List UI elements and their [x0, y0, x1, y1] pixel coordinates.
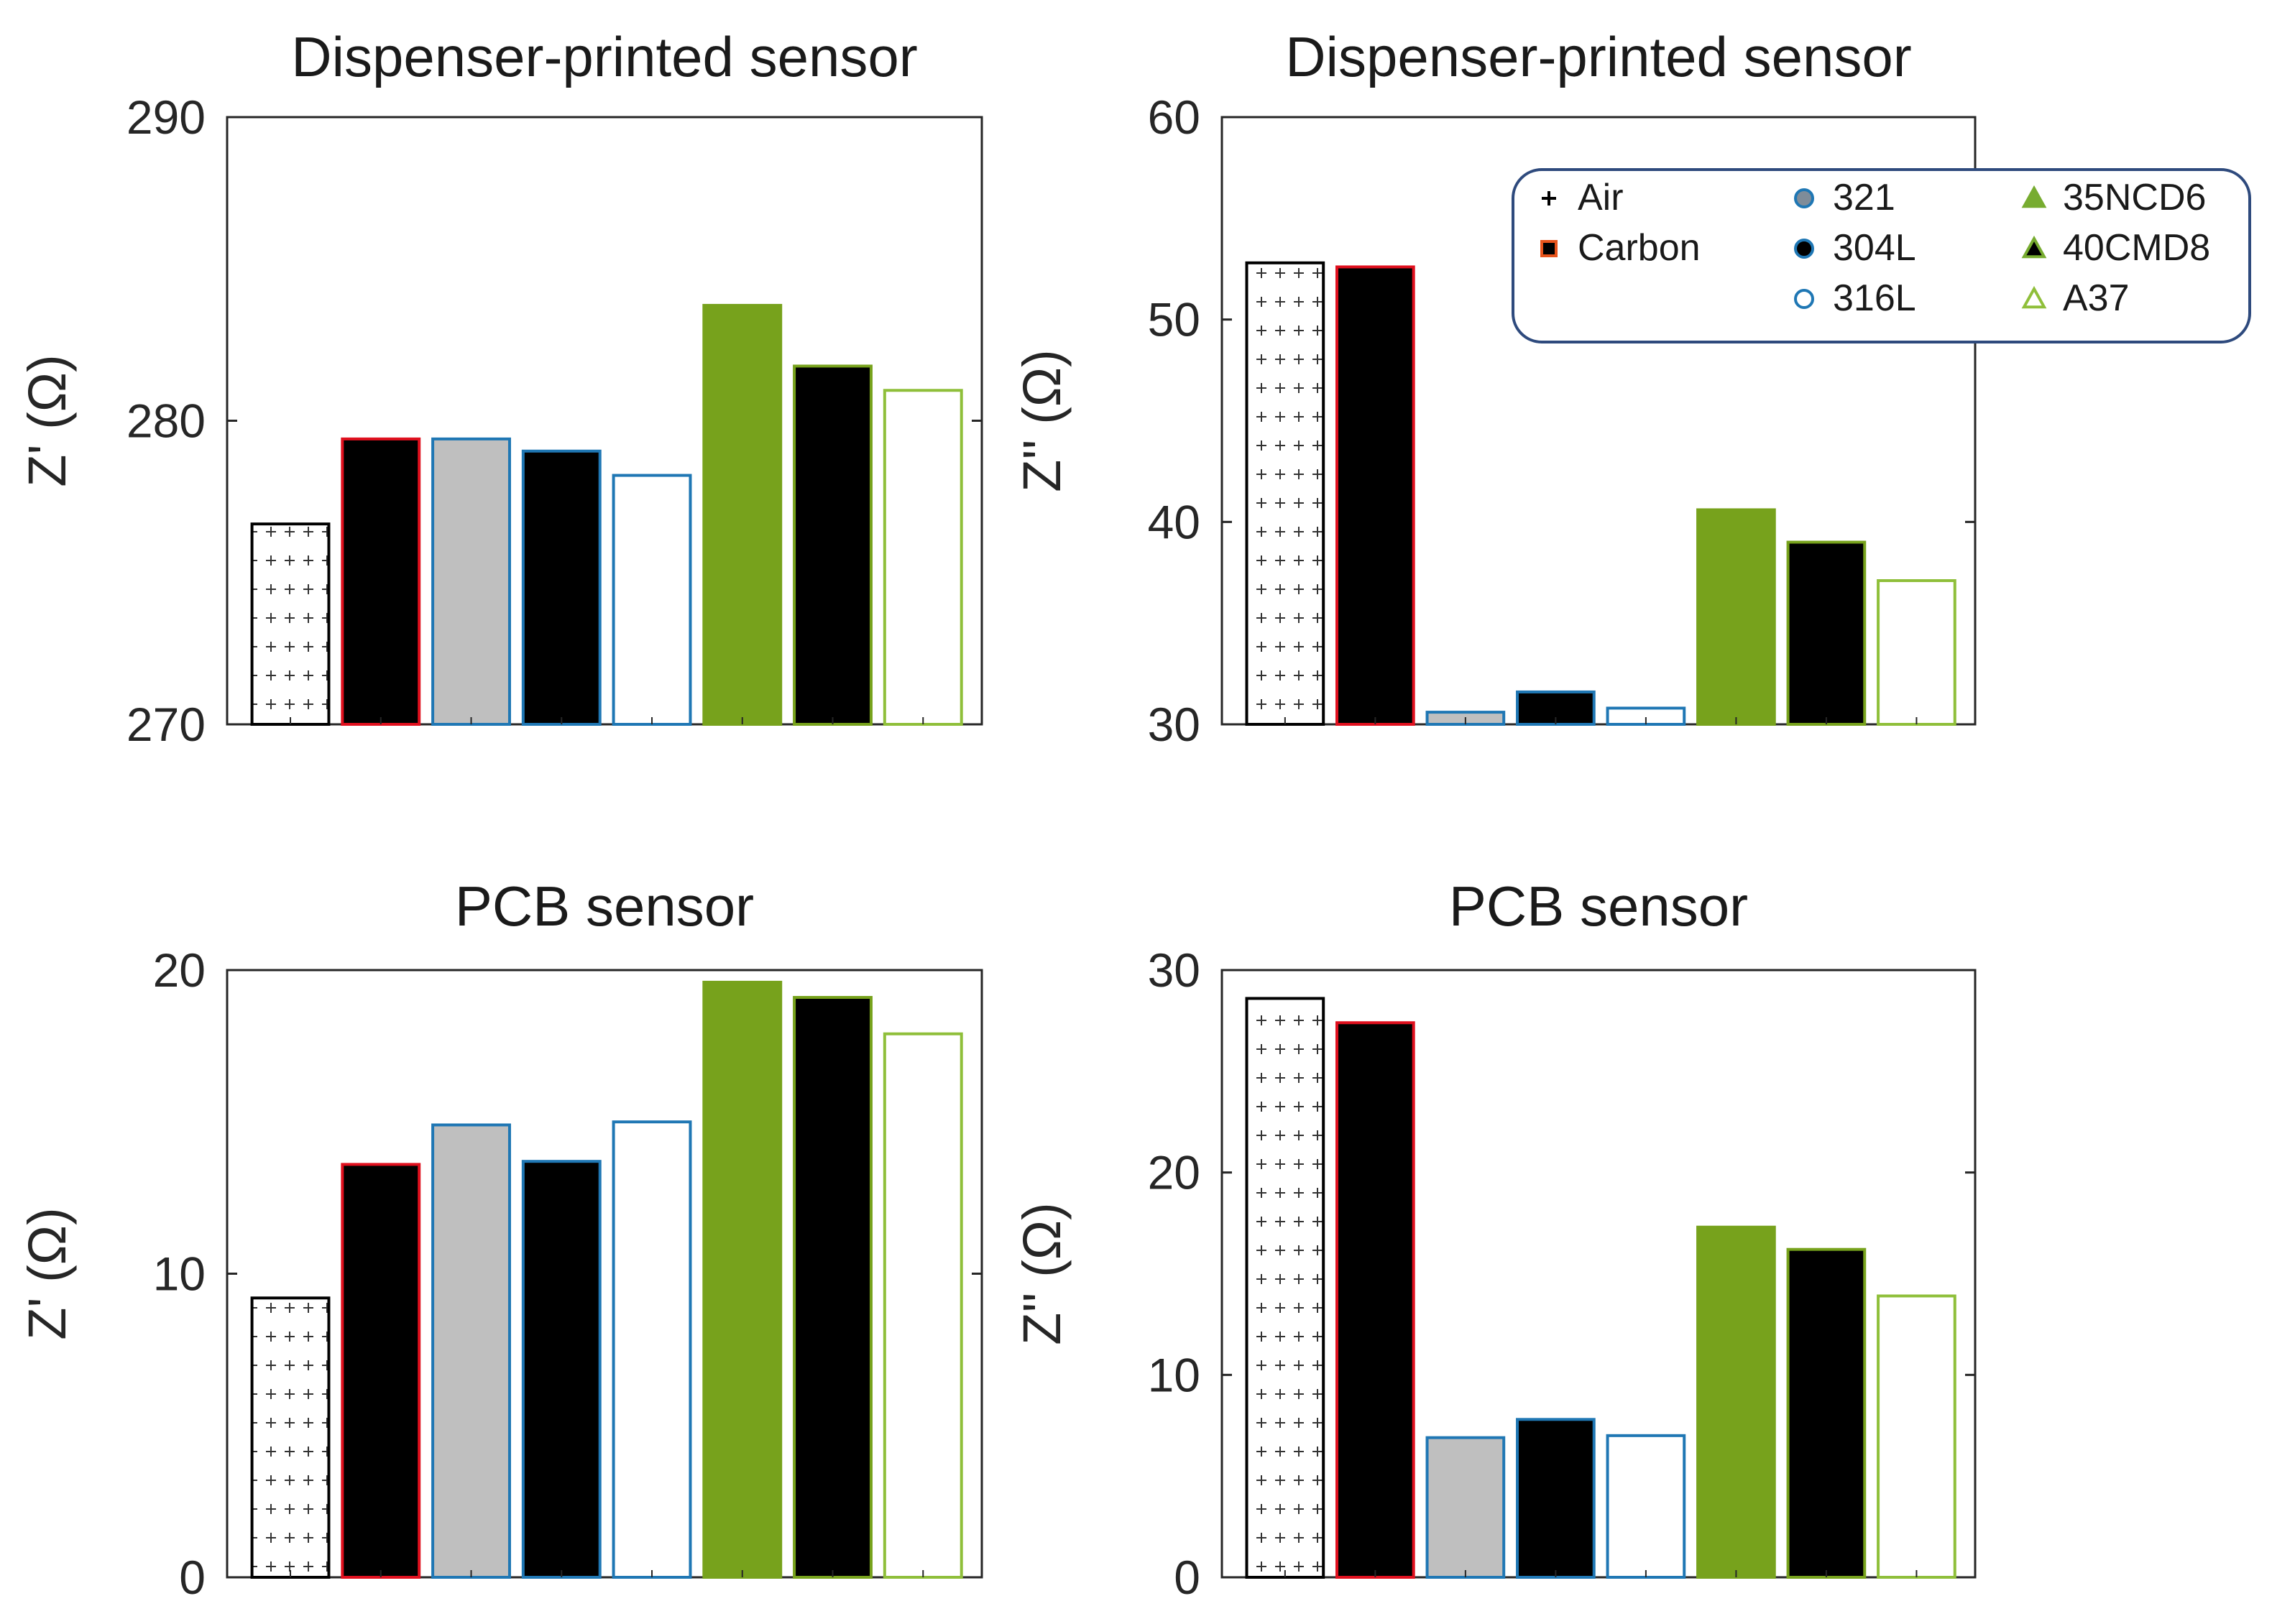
legend-item-a37: A37 [2021, 277, 2130, 319]
panel-2-bar-35ncd6 [1696, 508, 1776, 726]
panel-4-y-axis-label: Z'' (Ω) [1012, 1202, 1072, 1345]
panel-4-bar-35ncd6 [1696, 1225, 1776, 1579]
legend-marker-321 [1794, 188, 1814, 208]
panel-1-ytick-label-0: 270 [127, 698, 206, 751]
panel-3-ytick-label-2: 20 [153, 944, 206, 997]
panel-2-bar-air [1245, 261, 1325, 726]
panel-1-bar-321 [431, 437, 511, 726]
panel-3-bar-40cmd8 [793, 996, 873, 1579]
legend-label-a37: A37 [2063, 277, 2130, 319]
panel-2-ytick-label-0: 30 [1148, 698, 1200, 751]
legend-box [1512, 168, 2251, 343]
legend-label-air: Air [1578, 177, 1624, 218]
legend: Air Carbon 321 304L 316L 35NCD6 40CMD8 A37 [1512, 168, 2251, 343]
panel-4-bar-321 [1425, 1436, 1506, 1579]
panel-2-ytick-label-3: 60 [1148, 91, 1200, 144]
panel-4-bar-40cmd8 [1786, 1247, 1867, 1579]
panel-1-bar-a37 [883, 389, 963, 726]
legend-label-321: 321 [1833, 177, 1895, 218]
panel-1-bar-35ncd6 [702, 303, 783, 726]
panel-4-title: PCB sensor [1449, 875, 1748, 938]
legend-marker-304l [1794, 239, 1814, 259]
panel-4: PCB sensor Z'' (Ω) 0 10 20 30 [1012, 875, 1977, 1604]
panel-2-ytick-label-2: 50 [1148, 293, 1200, 346]
panel-4-ytick-label-2: 20 [1148, 1146, 1200, 1199]
panel-3-ytick-label-1: 10 [153, 1247, 206, 1301]
panel-1-bar-carbon [341, 437, 421, 726]
panel-1-bar-40cmd8 [793, 364, 873, 726]
legend-item-35ncd6: 35NCD6 [2021, 177, 2206, 218]
panel-3-bar-a37 [883, 1032, 963, 1579]
panel-2-bar-a37 [1877, 579, 1956, 726]
legend-item-air: Air [1542, 177, 1624, 218]
legend-marker-carbon [1540, 240, 1558, 257]
panel-1: Dispenser-printed sensor Z' (Ω) 270 280 290 [17, 25, 983, 751]
panel-2-title: Dispenser-printed sensor [1285, 25, 1911, 88]
legend-marker-air [1542, 191, 1556, 206]
panel-4-ytick-label-0: 0 [1174, 1551, 1200, 1604]
panel-1-ytick-label-2: 290 [127, 91, 206, 144]
panel-3-bar-316l [612, 1120, 692, 1579]
panel-1-title: Dispenser-printed sensor [291, 25, 917, 88]
legend-marker-a37 [2021, 285, 2047, 309]
panel-1-bar-air [250, 522, 331, 726]
panel-2-ytick-label-1: 40 [1148, 495, 1200, 548]
panel-4-ytick-label-1: 10 [1148, 1348, 1200, 1401]
legend-marker-316l [1794, 289, 1814, 309]
panel-1-bar-316l [612, 474, 692, 726]
panel-3-bar-air [250, 1296, 331, 1579]
legend-marker-35ncd6 [2021, 185, 2047, 208]
panel-4-bar-carbon [1335, 1021, 1415, 1579]
panel-2-bar-40cmd8 [1786, 540, 1867, 726]
legend-item-carbon: Carbon [1540, 227, 1701, 269]
panel-3-ytick-label-0: 0 [179, 1551, 206, 1604]
panel-2-bar-carbon [1335, 265, 1415, 726]
panel-1-y-axis-label: Z' (Ω) [17, 354, 77, 487]
legend-label-316l: 316L [1833, 277, 1916, 319]
legend-item-321: 321 [1794, 177, 1895, 218]
panel-4-bar-316l [1606, 1434, 1686, 1579]
panel-2: Dispenser-printed sensor Z'' (Ω) 30 40 50 60 [1012, 25, 1977, 751]
panel-4-bar-304l [1516, 1418, 1596, 1579]
legend-item-40cmd8: 40CMD8 [2021, 227, 2210, 269]
legend-marker-40cmd8 [2021, 235, 2047, 259]
panel-4-bar-a37 [1877, 1294, 1956, 1579]
legend-label-40cmd8: 40CMD8 [2063, 227, 2210, 269]
panel-4-ytick-label-3: 30 [1148, 944, 1200, 997]
panel-3-bar-304l [521, 1160, 602, 1579]
panel-2-y-axis-label: Z'' (Ω) [1012, 349, 1072, 492]
legend-label-304l: 304L [1833, 227, 1916, 269]
panel-3-title: PCB sensor [455, 875, 754, 938]
legend-label-carbon: Carbon [1578, 227, 1701, 269]
panel-3: PCB sensor Z' (Ω) 0 10 20 [17, 875, 983, 1604]
legend-item-304l: 304L [1794, 227, 1916, 269]
panel-4-bar-air [1245, 997, 1325, 1579]
legend-item-316l: 316L [1794, 277, 1916, 319]
panel-3-bar-321 [431, 1123, 511, 1579]
panel-1-bar-304l [521, 449, 602, 726]
panel-3-bar-carbon [341, 1163, 421, 1579]
panel-3-y-axis-label: Z' (Ω) [17, 1207, 77, 1340]
legend-label-35ncd6: 35NCD6 [2063, 177, 2206, 218]
panel-3-bar-35ncd6 [702, 980, 783, 1579]
panel-1-ytick-label-1: 280 [127, 395, 206, 448]
